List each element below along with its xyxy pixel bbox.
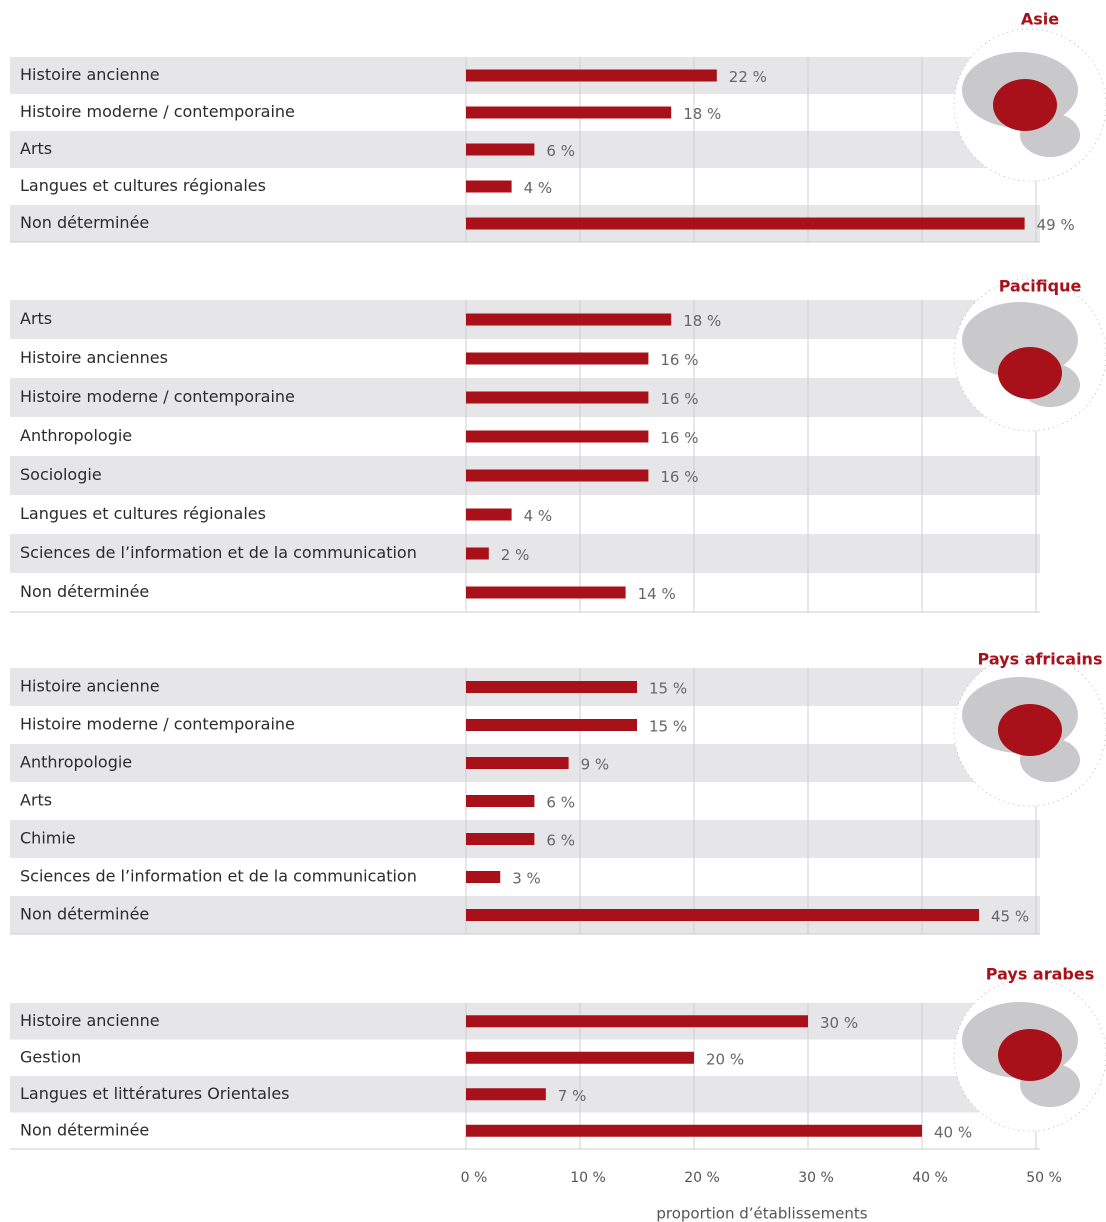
globe <box>953 28 1106 182</box>
region-title: Pacifique <box>999 277 1082 296</box>
bar <box>466 508 512 521</box>
bar <box>466 1051 694 1064</box>
bar <box>466 391 649 404</box>
x-tick-label: 0 % <box>461 1170 488 1186</box>
bar <box>466 143 535 156</box>
value-label: 16 % <box>660 429 698 447</box>
value-label: 6 % <box>546 832 575 850</box>
value-label: 15 % <box>649 718 687 736</box>
region-title: Asie <box>1021 10 1059 29</box>
x-tick-label: 50 % <box>1026 1170 1062 1186</box>
category-label: Gestion <box>20 1047 81 1066</box>
category-label: Histoire moderne / contemporaine <box>20 102 295 121</box>
bar <box>466 1088 546 1101</box>
category-label: Arts <box>20 309 52 328</box>
globe <box>953 278 1106 432</box>
globe <box>953 653 1106 807</box>
category-label: Arts <box>20 139 52 158</box>
category-label: Non déterminée <box>20 905 149 924</box>
bar <box>466 719 637 731</box>
value-label: 18 % <box>683 105 721 123</box>
value-label: 14 % <box>638 585 676 603</box>
category-label: Histoire moderne / contemporaine <box>20 387 295 406</box>
globe-region <box>998 1029 1062 1081</box>
value-label: 18 % <box>683 312 721 330</box>
bar <box>466 871 501 883</box>
category-label: Non déterminée <box>20 1120 149 1139</box>
bar <box>466 547 489 560</box>
value-label: 16 % <box>660 468 698 486</box>
value-label: 22 % <box>729 68 767 86</box>
category-label: Sciences de l’information et de la commu… <box>20 543 417 562</box>
value-label: 7 % <box>558 1087 587 1105</box>
category-label: Arts <box>20 791 52 810</box>
bar <box>466 757 569 769</box>
bar <box>466 69 717 82</box>
bar <box>466 430 649 443</box>
row-band <box>10 534 1040 573</box>
value-label: 3 % <box>512 870 541 888</box>
value-label: 4 % <box>524 179 553 197</box>
region-title: Pays africains <box>978 650 1103 669</box>
value-label: 4 % <box>524 507 553 525</box>
value-label: 9 % <box>581 756 610 774</box>
bar <box>466 313 672 326</box>
category-label: Histoire ancienne <box>20 1011 160 1030</box>
value-label: 2 % <box>501 546 530 564</box>
value-label: 16 % <box>660 351 698 369</box>
bar <box>466 352 649 365</box>
value-label: 16 % <box>660 390 698 408</box>
category-label: Non déterminée <box>20 213 149 232</box>
category-label: Langues et cultures régionales <box>20 504 266 523</box>
x-tick-label: 30 % <box>798 1170 834 1186</box>
x-tick-label: 40 % <box>912 1170 948 1186</box>
category-label: Anthropologie <box>20 753 132 772</box>
value-label: 6 % <box>546 794 575 812</box>
value-label: 40 % <box>934 1123 972 1141</box>
bar <box>466 1124 922 1137</box>
value-label: 30 % <box>820 1014 858 1032</box>
value-label: 49 % <box>1037 216 1075 234</box>
value-label: 20 % <box>706 1050 744 1068</box>
value-label: 6 % <box>546 142 575 160</box>
bar <box>466 909 979 921</box>
globe-region <box>993 79 1057 131</box>
category-label: Anthropologie <box>20 426 132 445</box>
category-label: Histoire ancienne <box>20 65 160 84</box>
x-tick-label: 10 % <box>570 1170 606 1186</box>
category-label: Histoire anciennes <box>20 348 168 367</box>
region-title: Pays arabes <box>986 965 1094 984</box>
globe-region <box>998 347 1062 399</box>
category-label: Sociologie <box>20 465 102 484</box>
category-label: Langues et cultures régionales <box>20 176 266 195</box>
category-label: Non déterminée <box>20 582 149 601</box>
x-axis-label: proportion d’établissements <box>656 1205 867 1222</box>
bar <box>466 106 672 119</box>
bar <box>466 217 1025 230</box>
globe-region <box>998 704 1062 756</box>
value-label: 45 % <box>991 908 1029 926</box>
category-label: Sciences de l’information et de la commu… <box>20 867 417 886</box>
bar <box>466 586 626 599</box>
category-label: Langues et littératures Orientales <box>20 1084 290 1103</box>
bar <box>466 1015 808 1028</box>
value-label: 15 % <box>649 680 687 698</box>
category-label: Histoire ancienne <box>20 677 160 696</box>
bar <box>466 180 512 193</box>
bar <box>466 795 535 807</box>
category-label: Histoire moderne / contemporaine <box>20 715 295 734</box>
bar <box>466 681 637 693</box>
category-label: Chimie <box>20 829 76 848</box>
bar <box>466 833 535 845</box>
x-tick-label: 20 % <box>684 1170 720 1186</box>
bar <box>466 469 649 482</box>
globe <box>953 978 1106 1132</box>
